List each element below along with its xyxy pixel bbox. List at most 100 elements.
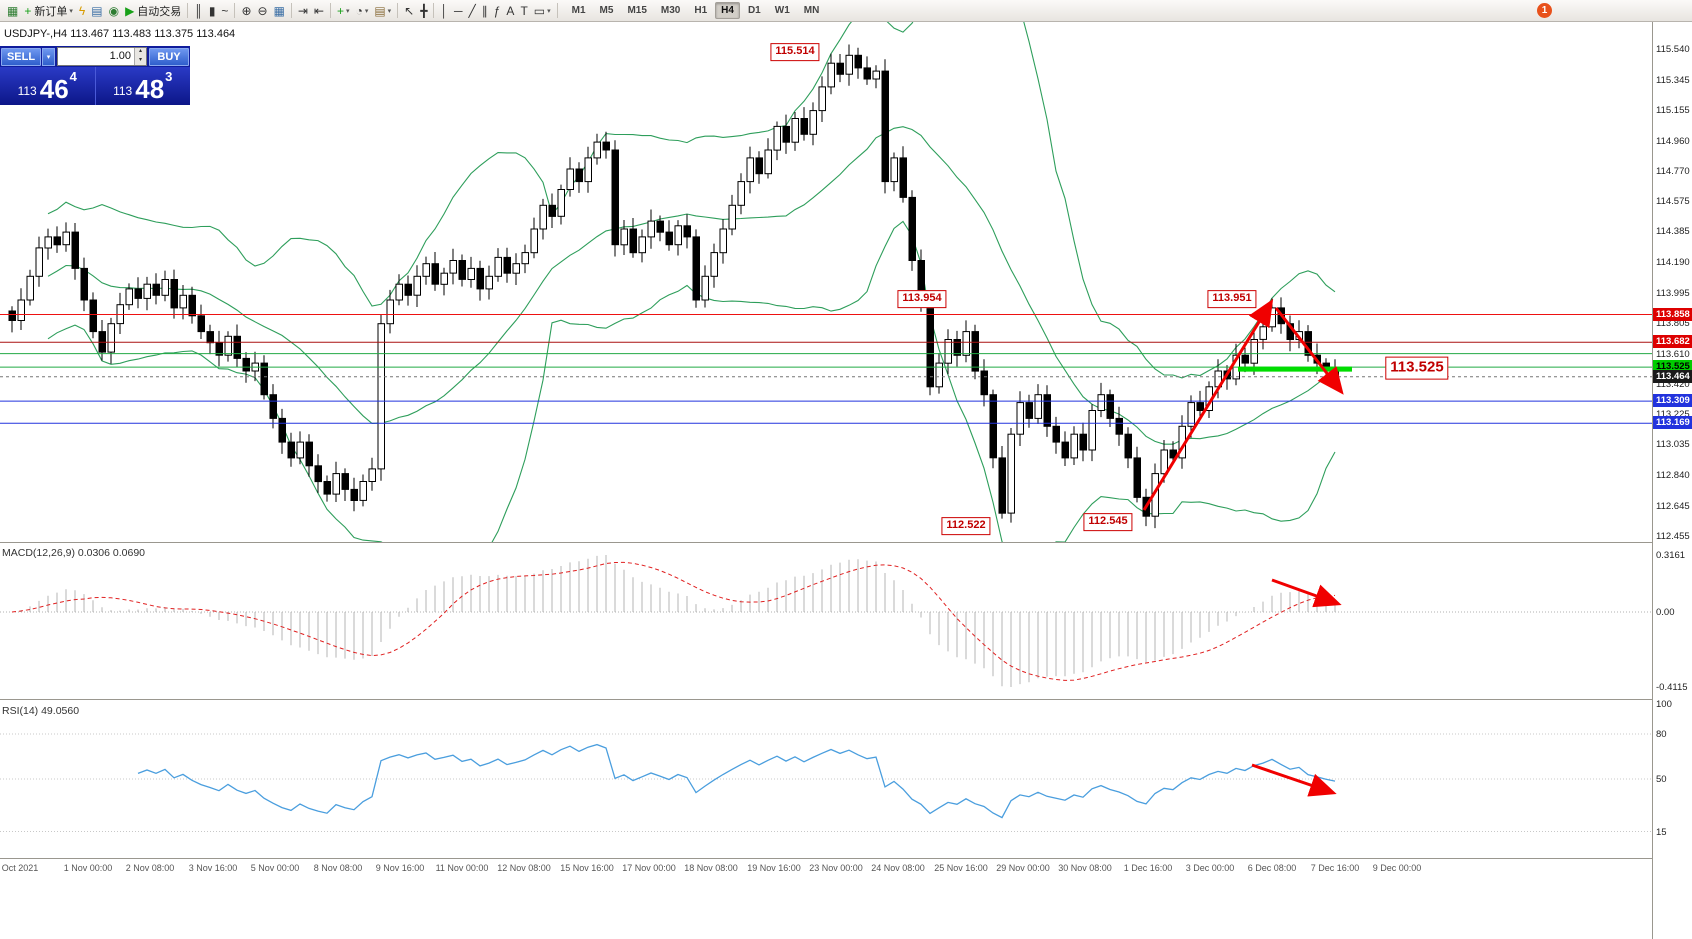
- price-axis-tag: 113.682: [1653, 335, 1692, 349]
- price-axis-label: 113.225: [1656, 409, 1690, 421]
- price-axis-label: 114.385: [1656, 226, 1690, 238]
- rsi-axis-label: 100: [1656, 699, 1672, 710]
- periods-button[interactable]: ◔ ▾: [353, 2, 372, 20]
- timeframe-M30[interactable]: M30: [660, 5, 681, 16]
- new-chart-button[interactable]: ▦: [4, 2, 21, 20]
- price-label[interactable]: 112.522: [941, 517, 991, 535]
- main-price-chart[interactable]: [0, 22, 1652, 542]
- time-axis-label: 9 Nov 16:00: [375, 863, 425, 873]
- timeframe-M15[interactable]: M15: [627, 5, 647, 16]
- volume-input[interactable]: 1.00 ▴ ▾: [57, 47, 147, 66]
- templates-button[interactable]: ▤ ▾: [371, 2, 394, 20]
- price-axis-tag: 113.169: [1653, 416, 1692, 430]
- timeframe-M5[interactable]: M5: [599, 5, 614, 16]
- crosshair-icon[interactable]: ╋: [417, 2, 430, 20]
- channel-icon[interactable]: ∥: [479, 2, 491, 20]
- macd-axis-label: -0.4115: [1656, 682, 1688, 693]
- cursor-icon[interactable]: ↖: [401, 2, 417, 20]
- price-label[interactable]: 113.954: [897, 290, 947, 308]
- toolbar-separator: [187, 3, 189, 18]
- ask-pips: 48: [135, 74, 165, 104]
- auto-scroll-icon-glyph: ⇥: [297, 3, 308, 18]
- ask-point: 3: [165, 69, 173, 84]
- price-label[interactable]: 112.545: [1083, 513, 1133, 531]
- sell-button[interactable]: SELL: [1, 47, 41, 66]
- timeframe-D1[interactable]: D1: [747, 5, 761, 16]
- panel-separator[interactable]: [0, 699, 1652, 700]
- timeframe-H4[interactable]: H4: [715, 2, 740, 19]
- indicators-button[interactable]: + ▾: [334, 2, 353, 20]
- crosshair-icon-glyph: ╋: [420, 3, 428, 18]
- timeframe-W1[interactable]: W1: [774, 5, 790, 16]
- autotrading-button[interactable]: ▶ 自动交易: [122, 2, 184, 20]
- chart-shift-icon[interactable]: ⇤: [311, 2, 327, 20]
- horizontal-line-icon[interactable]: ─: [451, 2, 466, 20]
- print-icon[interactable]: ▤: [88, 2, 105, 20]
- price-axis-tag: 113.309: [1653, 394, 1692, 408]
- price-axis-label: 113.420: [1656, 378, 1690, 390]
- zoom-in-icon[interactable]: ⊕: [238, 2, 254, 20]
- macd-panel[interactable]: [0, 543, 1652, 699]
- chevron-down-icon: ▾: [547, 7, 551, 15]
- bar-chart-icon-glyph: ║: [194, 3, 203, 18]
- candlestick-chart-icon[interactable]: ▮: [206, 2, 219, 20]
- label-icon[interactable]: T: [517, 2, 530, 20]
- timeframe-H1[interactable]: H1: [694, 5, 708, 16]
- time-axis-label: 24 Nov 08:00: [871, 863, 925, 873]
- panel-separator[interactable]: [0, 858, 1652, 859]
- price-axis-tag: 113.858: [1653, 307, 1692, 321]
- macd-signal-line: [11, 561, 1336, 681]
- chart-workspace: 115.540 115.345 115.155 114.960 114.770 114.5…: [0, 22, 1692, 939]
- shapes-glyph: ▭: [533, 3, 546, 18]
- volume-value[interactable]: 1.00: [109, 50, 131, 62]
- candlestick-series: [8, 44, 1339, 529]
- toolbar-separator: [330, 3, 332, 18]
- shapes-button[interactable]: ▭ ▾: [531, 2, 554, 20]
- fibonacci-icon-glyph: ƒ: [493, 3, 501, 18]
- price-axis[interactable]: 115.540 115.345 115.155 114.960 114.770 114.5…: [1652, 22, 1692, 939]
- volume-down-button[interactable]: ▾: [135, 56, 146, 65]
- chevron-down-icon: ▾: [346, 7, 350, 15]
- toolbar-separator: [397, 3, 399, 18]
- volume-up-button[interactable]: ▴: [135, 48, 146, 57]
- refresh-icon[interactable]: ◉: [106, 2, 122, 20]
- bid-point: 4: [69, 69, 77, 84]
- quick-trade-icon[interactable]: ϟ: [76, 2, 88, 20]
- tile-windows-icon[interactable]: ▦: [271, 2, 288, 20]
- price-label[interactable]: 115.514: [770, 43, 820, 61]
- price-axis-label: 114.770: [1656, 165, 1690, 177]
- time-axis-label: 17 Nov 00:00: [622, 863, 676, 873]
- quick-trade-icon-glyph: ϟ: [78, 3, 86, 18]
- timeframe-group: M1 M5 M15 M30 H1 H4 D1 W1 MN: [565, 2, 827, 19]
- time-axis-label: 3 Nov 16:00: [188, 863, 238, 873]
- price-axis-label: 113.805: [1656, 317, 1690, 329]
- zoom-out-icon[interactable]: ⊖: [255, 2, 271, 20]
- buy-button[interactable]: BUY: [149, 47, 189, 66]
- autotrading-glyph: ▶: [125, 3, 135, 18]
- volume-preset-dropdown[interactable]: ▾: [42, 47, 55, 66]
- text-icon[interactable]: A: [503, 2, 517, 20]
- fibonacci-icon[interactable]: ƒ: [491, 2, 504, 20]
- candlestick-chart-icon-glyph: ▮: [208, 3, 216, 18]
- price-axis-label: 112.840: [1656, 470, 1690, 482]
- rsi-panel[interactable]: [0, 700, 1652, 858]
- rsi-line: [137, 743, 1336, 819]
- new-order-button[interactable]: + 新订单 ▾: [21, 2, 76, 20]
- timeframe-M1[interactable]: M1: [571, 5, 586, 16]
- panel-separator[interactable]: [0, 542, 1652, 543]
- timeframe-MN[interactable]: MN: [803, 5, 820, 16]
- trendline-icon[interactable]: ╱: [466, 2, 479, 20]
- price-label[interactable]: 113.951: [1207, 290, 1257, 308]
- price-axis-label: 113.995: [1656, 287, 1690, 299]
- time-axis-label: 7 Dec 16:00: [1310, 863, 1360, 873]
- time-axis-label: 19 Nov 16:00: [747, 863, 801, 873]
- auto-scroll-icon[interactable]: ⇥: [295, 2, 311, 20]
- vertical-line-icon[interactable]: │: [437, 2, 451, 20]
- ask-price: 113 48 3: [94, 67, 191, 105]
- bar-chart-icon[interactable]: ║: [191, 2, 206, 20]
- line-chart-icon[interactable]: ~: [218, 2, 231, 20]
- price-axis-label: 112.645: [1656, 501, 1690, 512]
- notification-badge[interactable]: 1: [1537, 3, 1552, 18]
- price-label[interactable]: 113.525: [1385, 356, 1449, 380]
